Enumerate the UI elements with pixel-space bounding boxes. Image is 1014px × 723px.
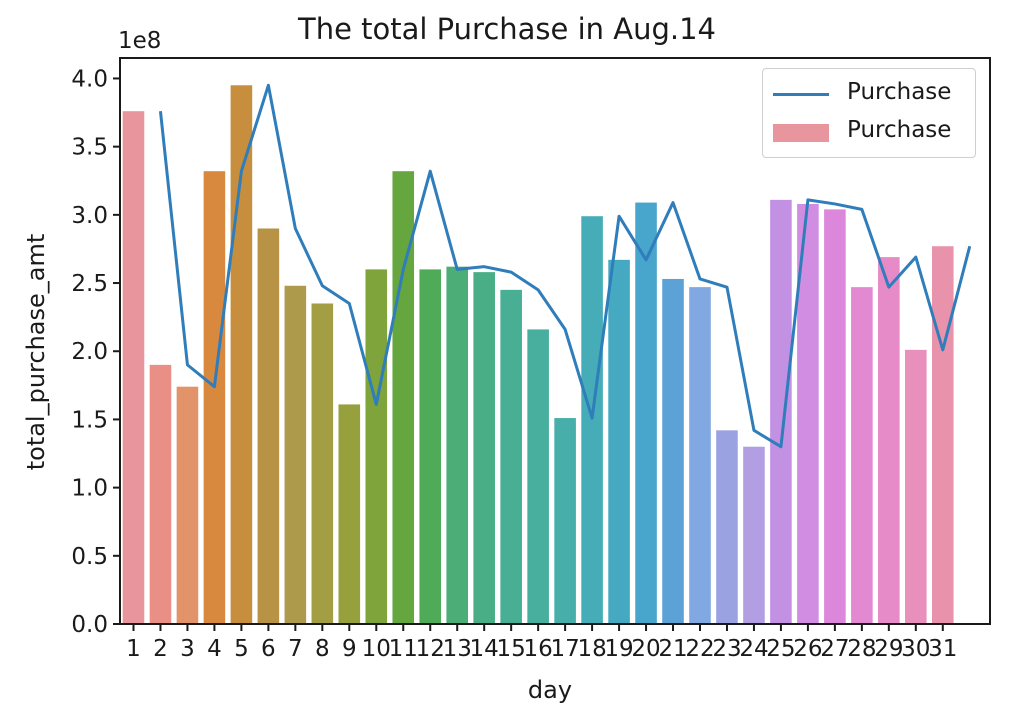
bar (608, 259, 630, 624)
y-tick-label: 4.0 (71, 66, 108, 92)
x-tick-label: 15 (497, 636, 526, 662)
y-tick-label: 2.0 (71, 339, 108, 365)
x-tick-label: 17 (550, 636, 579, 662)
bar (905, 349, 927, 624)
x-tick-label: 28 (847, 636, 876, 662)
x-tick-label: 2 (153, 636, 168, 662)
bar (554, 418, 576, 624)
y-tick-label: 1.5 (71, 407, 108, 433)
legend-bar-swatch (773, 124, 829, 142)
series-line (158, 83, 972, 449)
bar (473, 272, 495, 624)
x-tick-label: 7 (288, 636, 303, 662)
bar (257, 228, 280, 624)
x-tick-label: 25 (766, 636, 795, 662)
bar (338, 404, 361, 624)
bar (527, 329, 549, 624)
legend-label-line: Purchase (847, 79, 952, 105)
x-tick-label: 18 (577, 636, 606, 662)
y-tick-label: 0.0 (71, 612, 108, 638)
x-tick-label: 5 (234, 636, 249, 662)
x-tick-label: 16 (523, 636, 552, 662)
bar (878, 257, 900, 624)
y-tick-label: 3.0 (71, 203, 108, 229)
bar (662, 278, 684, 624)
bar (770, 199, 792, 625)
x-tick-label: 21 (658, 636, 687, 662)
bar (365, 269, 388, 624)
x-tick-label: 3 (180, 636, 195, 662)
x-tick-label: 20 (631, 636, 660, 662)
bar (230, 85, 253, 625)
bar (716, 430, 738, 624)
x-tick-label: 14 (470, 636, 499, 662)
bar (284, 285, 307, 624)
x-tick-label: 1 (126, 636, 141, 662)
legend-line-swatch (773, 93, 829, 96)
x-axis-label: day (527, 676, 573, 704)
legend-label-bar: Purchase (847, 117, 952, 143)
bar (203, 171, 226, 624)
x-tick-label: 9 (342, 636, 357, 662)
x-tick-label: 23 (712, 636, 741, 662)
x-tick-label: 30 (901, 636, 930, 662)
y-tick-label: 0.5 (71, 544, 108, 570)
bar (419, 269, 442, 624)
x-tick-label: 29 (874, 636, 903, 662)
bar (743, 446, 765, 624)
bar (311, 303, 334, 624)
bar (797, 203, 819, 624)
x-tick-label: 22 (685, 636, 714, 662)
x-tick-label: 31 (928, 636, 957, 662)
x-tick-label: 10 (362, 636, 391, 662)
legend: Purchase Purchase (762, 68, 976, 158)
y-axis-label: total_purchase_amt (22, 233, 50, 471)
x-tick-label: 12 (416, 636, 445, 662)
bar (500, 289, 522, 624)
x-tick-label: 26 (793, 636, 822, 662)
bar (932, 246, 954, 625)
x-tick-label: 13 (443, 636, 472, 662)
bar (824, 209, 846, 625)
bar (689, 287, 711, 624)
x-tick-label: 19 (604, 636, 633, 662)
chart-title: The total Purchase in Aug.14 (298, 12, 716, 46)
y-axis-offset-label: 1e8 (118, 28, 162, 54)
bar (446, 266, 468, 624)
x-tick-label: 11 (389, 636, 418, 662)
y-tick-label: 2.5 (71, 271, 108, 297)
bar (581, 216, 603, 625)
x-tick-label: 4 (207, 636, 222, 662)
bar (851, 287, 873, 624)
x-tick-label: 6 (261, 636, 276, 662)
x-tick-label: 24 (739, 636, 768, 662)
bar (635, 202, 657, 625)
bar (149, 364, 172, 624)
bar (392, 171, 415, 624)
x-tick-label: 8 (315, 636, 330, 662)
y-tick-label: 1.0 (71, 476, 108, 502)
plot-frame (119, 57, 991, 625)
x-tick-label: 27 (820, 636, 849, 662)
y-tick-label: 3.5 (71, 135, 108, 161)
bar (122, 111, 145, 624)
bar (176, 386, 199, 624)
